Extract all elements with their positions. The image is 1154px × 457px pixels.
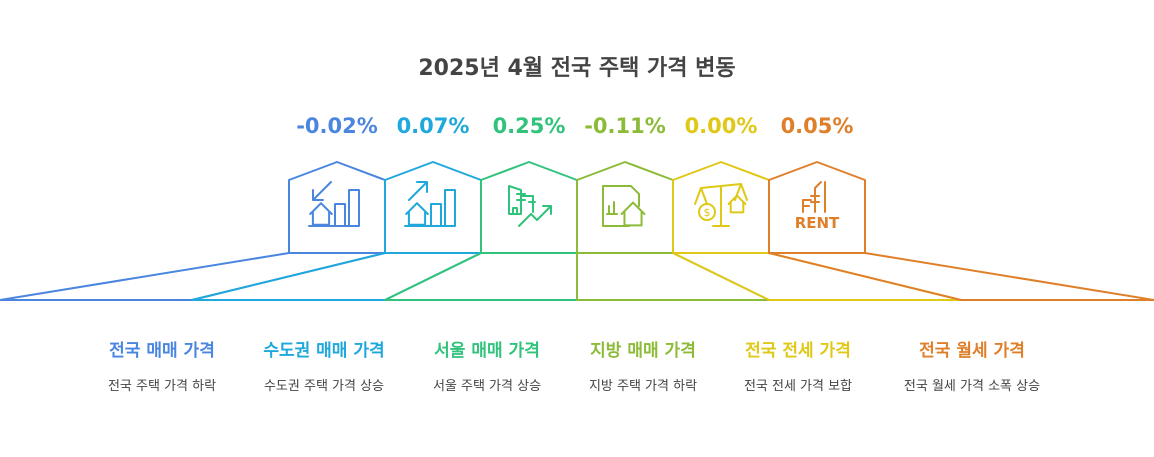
buildings-trend-up-icon: [508, 185, 552, 227]
item-label: 전국 전세 가격: [745, 341, 851, 361]
house-outline: [768, 161, 866, 254]
dollar-sign-icon: $: [704, 206, 711, 219]
page-title: 2025년 4월 전국 주택 가격 변동: [418, 56, 736, 81]
house-chart-down-icon: [308, 181, 360, 227]
base-connector: [0, 252, 386, 301]
item-description: 지방 주택 가격 하락: [588, 379, 698, 394]
balance-scale-icon: $: [694, 183, 748, 227]
house-outline: [288, 161, 386, 254]
base-connector: [576, 252, 770, 301]
change-value: -0.02%: [296, 114, 378, 138]
document-icon: [602, 185, 640, 227]
change-value: 0.25%: [492, 114, 566, 138]
house-icon: [309, 202, 333, 226]
house-icon: [620, 201, 646, 227]
buildings-icon: [508, 185, 536, 215]
item-label: 전국 매매 가격: [109, 341, 215, 361]
rent-text-icon: RENT: [795, 214, 840, 232]
bar-chart-icon: [404, 189, 456, 227]
item-description: 전국 주택 가격 하락: [107, 379, 217, 394]
document-house-icon: [602, 185, 646, 227]
house-outline: [576, 161, 674, 254]
item-label: 전국 월세 가격: [919, 341, 1025, 361]
item-label: 수도권 매매 가격: [263, 341, 385, 361]
item-description: 전국 월세 가격 소폭 상승: [903, 379, 1041, 394]
segment-1: [0, 161, 386, 301]
building-icon: [802, 181, 826, 213]
base-connector: [768, 252, 1154, 301]
change-value: 0.05%: [780, 114, 854, 138]
item-description: 전국 전세 가격 보합: [743, 379, 853, 394]
house-outline: [384, 161, 482, 254]
house-outline: [672, 161, 770, 254]
change-value: -0.11%: [584, 114, 666, 138]
segment-3: [384, 161, 578, 301]
base-connector: [672, 252, 962, 301]
house-chart-up-icon: [404, 181, 456, 227]
arrow-down-icon: [312, 181, 332, 201]
scale-icon: [694, 183, 748, 227]
item-label: 지방 매매 가격: [590, 341, 696, 361]
item-description: 서울 주택 가격 상승: [432, 379, 542, 394]
arrow-up-icon: [408, 181, 428, 201]
dollar-coin-icon: [698, 203, 716, 221]
segment-6: RENT: [768, 161, 1154, 301]
item-label: 서울 매매 가격: [434, 341, 540, 361]
change-value: 0.00%: [684, 114, 758, 138]
house-icon: [405, 202, 429, 226]
trend-up-icon: [518, 205, 552, 227]
rent-icon: RENT: [795, 181, 840, 232]
base-connector: [191, 252, 482, 301]
house-icon: [727, 194, 747, 214]
house-outline: [480, 161, 578, 254]
change-value: 0.07%: [396, 114, 470, 138]
bar-chart-icon: [308, 189, 360, 227]
segment-2: [191, 161, 482, 301]
base-connector: [384, 252, 578, 301]
bar-chart-icon: [606, 201, 618, 215]
item-description: 수도권 주택 가격 상승: [263, 379, 385, 394]
